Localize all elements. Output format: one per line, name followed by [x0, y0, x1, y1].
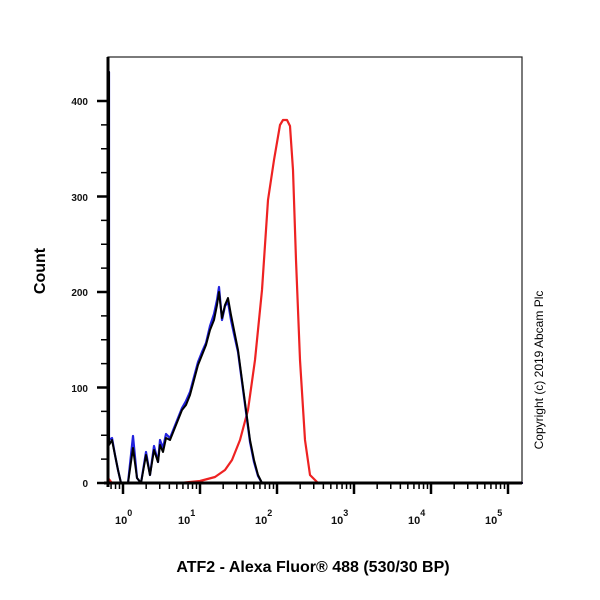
x-tick-label-1e5: 105	[485, 508, 502, 527]
y-axis-title: Count	[32, 247, 49, 294]
y-tick-label-0: 0	[82, 479, 88, 490]
x-axis-ticks	[110, 483, 510, 494]
series-stained-red	[106, 118, 524, 485]
x-tick-label-1e3: 103	[331, 508, 348, 527]
y-tick-label-100: 100	[71, 384, 88, 395]
y-tick-labels: 0 100 200 300 400	[71, 97, 88, 490]
y-tick-label-300: 300	[71, 193, 88, 204]
x-axis-title: ATF2 - Alexa Fluor® 488 (530/30 BP)	[176, 559, 449, 576]
series-group	[106, 70, 524, 485]
x-tick-label-1e2: 102	[255, 508, 272, 527]
x-tick-label-1e0: 100	[115, 508, 132, 527]
copyright-notice: Copyright (c) 2019 Abcam Plc	[532, 291, 546, 450]
x-tick-label-1e1: 101	[178, 508, 195, 527]
y-tick-label-400: 400	[71, 97, 88, 108]
x-tick-label-1e4: 104	[408, 508, 425, 527]
x-tick-labels: 100 101 102 103 104 105	[115, 508, 502, 527]
y-tick-label-200: 200	[71, 288, 88, 299]
series-unstained-black	[108, 71, 523, 484]
plot-frame	[107, 56, 523, 484]
y-axis-ticks	[97, 99, 108, 485]
